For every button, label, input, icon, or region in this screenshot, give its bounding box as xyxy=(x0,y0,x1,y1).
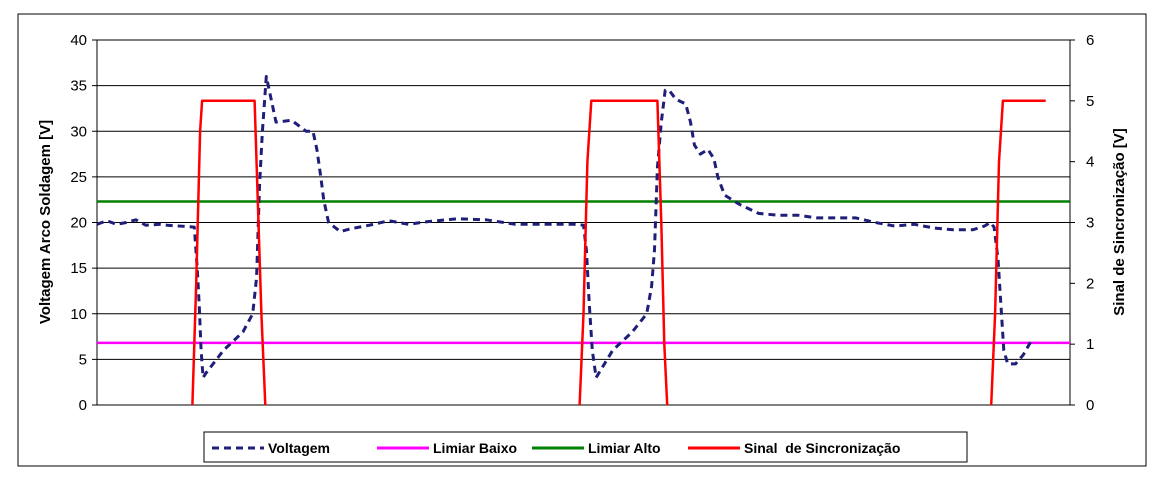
series-line-sinal-de-sincroniza-o xyxy=(191,99,1046,406)
right-tick-label: 4 xyxy=(1086,154,1094,171)
left-tick-label: 40 xyxy=(70,32,87,49)
right-tick-label: 6 xyxy=(1086,32,1094,49)
right-tick-label: 3 xyxy=(1086,215,1094,232)
legend-label: Limiar Baixo xyxy=(433,440,517,456)
left-tick-label: 0 xyxy=(79,397,87,414)
series-layer xyxy=(96,75,1070,406)
left-tick-label: 15 xyxy=(70,260,87,277)
legend: Voltagem Limiar Baixo Limiar Alto Sinal de … xyxy=(203,431,968,463)
series-line-voltagem xyxy=(96,75,1033,380)
left-tick-label: 25 xyxy=(70,169,87,186)
left-tick-label: 5 xyxy=(79,351,87,368)
legend-label: Voltagem xyxy=(268,440,330,456)
legend-label: Sinal de Sincronização xyxy=(744,440,900,456)
legend-label: Limiar Alto xyxy=(588,440,661,456)
left-axis-ticks: 0 5 10 15 20 25 30 35 40 xyxy=(70,32,97,414)
left-tick-label: 30 xyxy=(70,123,87,140)
right-tick-label: 0 xyxy=(1086,397,1094,414)
left-tick-label: 10 xyxy=(70,306,87,323)
left-axis-title: Voltagem Arco Soldagem [V] xyxy=(37,120,54,324)
right-axis-ticks: 0 1 2 3 4 5 6 xyxy=(1070,32,1094,414)
legend-box xyxy=(203,431,968,463)
right-tick-label: 1 xyxy=(1086,336,1094,353)
right-tick-label: 5 xyxy=(1086,93,1094,110)
right-tick-label: 2 xyxy=(1086,275,1094,292)
left-tick-label: 35 xyxy=(70,78,87,95)
right-axis-title: Sinal de Sincronização [V] xyxy=(1111,128,1128,316)
left-tick-label: 20 xyxy=(70,215,87,232)
